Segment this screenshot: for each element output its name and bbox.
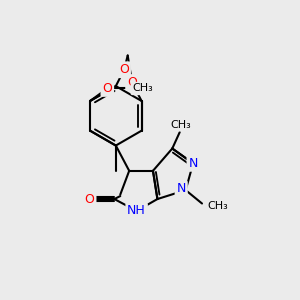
Text: O: O xyxy=(119,63,129,76)
Text: O: O xyxy=(102,82,112,95)
Text: CH₃: CH₃ xyxy=(171,120,192,130)
Text: CH₃: CH₃ xyxy=(207,201,228,211)
Text: NH: NH xyxy=(127,204,146,218)
Text: O: O xyxy=(85,193,94,206)
Text: N: N xyxy=(188,157,198,170)
Text: O: O xyxy=(127,76,137,89)
Text: CH₃: CH₃ xyxy=(132,83,153,94)
Text: N: N xyxy=(176,182,186,195)
